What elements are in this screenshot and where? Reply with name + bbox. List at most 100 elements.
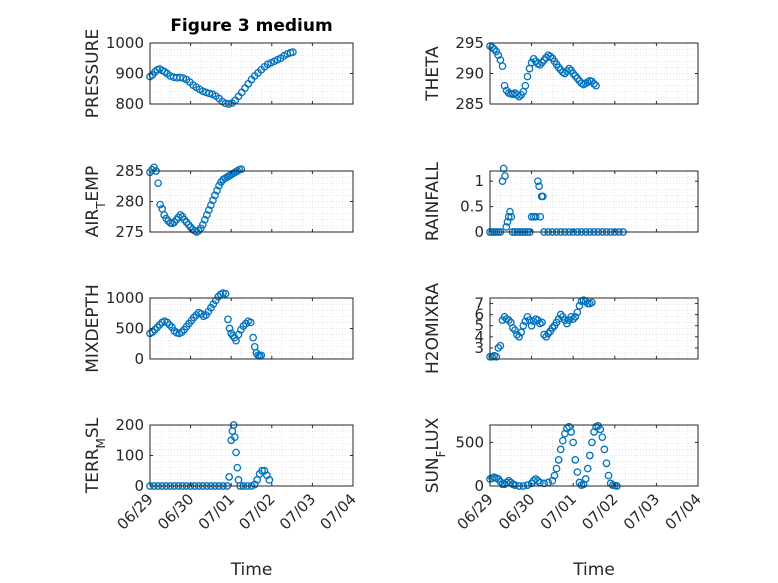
- data-point: [598, 433, 607, 442]
- axes-box: [489, 297, 699, 360]
- data-point: [163, 318, 171, 327]
- data-point: [200, 215, 209, 224]
- data-point: [289, 48, 297, 57]
- panel-4: 0 0.5 1 RAINFALL: [423, 161, 699, 241]
- data-point: [249, 333, 257, 342]
- data-point: [211, 191, 219, 200]
- data-point: [556, 310, 565, 319]
- data-point: [154, 179, 162, 188]
- data-point: [588, 298, 596, 307]
- data-point: [533, 177, 542, 186]
- data-point: [202, 211, 211, 219]
- y-axis-label: H2OMIXRA: [423, 283, 443, 374]
- y-tick-label: 500: [455, 433, 484, 451]
- data-point: [531, 212, 540, 221]
- data-point: [538, 192, 547, 201]
- x-tick-label: 06/30: [495, 490, 538, 533]
- y-tick-label: 7: [474, 295, 484, 313]
- data-point: [207, 201, 215, 210]
- data-point: [571, 456, 580, 464]
- y-tick-label: 285: [455, 95, 484, 113]
- data-point: [519, 321, 528, 330]
- data-point: [596, 425, 605, 434]
- data-point: [177, 328, 186, 337]
- data-point: [209, 196, 217, 205]
- y-tick-label: 275: [115, 223, 144, 241]
- data-point: [513, 330, 521, 339]
- y-tick-label: 5: [474, 317, 484, 335]
- x-tick-label: 07/02: [578, 490, 621, 533]
- x-tick-label: 06/29: [114, 490, 157, 533]
- data-point: [554, 456, 563, 464]
- data-point: [521, 81, 530, 90]
- x-tick-label: 07/03: [276, 490, 319, 533]
- data-point: [556, 445, 565, 454]
- chart-title: Figure 3 medium: [170, 16, 332, 36]
- data-point: [540, 330, 548, 339]
- data-point: [192, 311, 201, 319]
- data-point: [237, 165, 246, 174]
- data-point: [583, 464, 592, 473]
- data-point: [189, 313, 198, 322]
- panel-2: 285 290 295 THETA: [423, 34, 699, 113]
- data-point: [550, 471, 559, 480]
- data-point: [213, 186, 221, 195]
- y-tick-label: 3: [474, 339, 484, 357]
- y-tick-label: 0: [134, 350, 144, 368]
- data-point: [513, 91, 521, 99]
- data-point: [569, 315, 578, 323]
- y-tick-label: 1000: [106, 289, 144, 307]
- data-point: [581, 475, 590, 483]
- y-tick-label: 0: [474, 477, 484, 495]
- data-point: [504, 212, 513, 221]
- data-point: [523, 481, 532, 489]
- data-point: [501, 172, 509, 180]
- data-point: [546, 52, 555, 61]
- y-tick-label: 1: [474, 172, 484, 190]
- data-point: [517, 328, 526, 337]
- data-point: [151, 325, 159, 334]
- y-axis-label: RAINFALL: [423, 161, 443, 241]
- data-point: [225, 472, 234, 481]
- data-point: [205, 206, 213, 214]
- data-point: [239, 322, 248, 330]
- data-point: [575, 301, 584, 310]
- data-point: [494, 344, 503, 352]
- axes-box: [489, 424, 699, 487]
- data-point: [606, 479, 615, 488]
- data-point: [176, 211, 185, 219]
- data-point: [502, 223, 511, 231]
- data-point: [232, 448, 240, 457]
- data-point: [548, 324, 557, 332]
- data-point: [506, 207, 514, 216]
- x-tick-label: 07/03: [620, 490, 663, 533]
- data-point: [585, 451, 594, 460]
- y-tick-label: 280: [115, 193, 144, 211]
- data-point: [499, 164, 508, 173]
- data-point: [569, 438, 578, 447]
- axes-box: [489, 170, 699, 233]
- x-tick-label: 07/02: [235, 490, 278, 533]
- data-point: [538, 318, 546, 327]
- data-point: [504, 316, 513, 325]
- y-tick-label: 100: [115, 447, 144, 465]
- data-point: [233, 463, 242, 472]
- data-point: [509, 324, 517, 332]
- data-point: [558, 436, 567, 445]
- data-point: [592, 81, 600, 90]
- data-point: [165, 320, 174, 329]
- y-tick-label: 6: [474, 306, 484, 324]
- data-point: [523, 72, 532, 81]
- data-point: [571, 313, 580, 321]
- y-tick-label: 900: [115, 65, 144, 83]
- data-point: [156, 200, 164, 209]
- y-tick-label: 290: [455, 65, 484, 83]
- y-tick-label: 285: [115, 162, 144, 180]
- data-point: [536, 212, 545, 221]
- data-point: [565, 64, 573, 73]
- data-point: [197, 310, 206, 318]
- data-point: [496, 341, 505, 350]
